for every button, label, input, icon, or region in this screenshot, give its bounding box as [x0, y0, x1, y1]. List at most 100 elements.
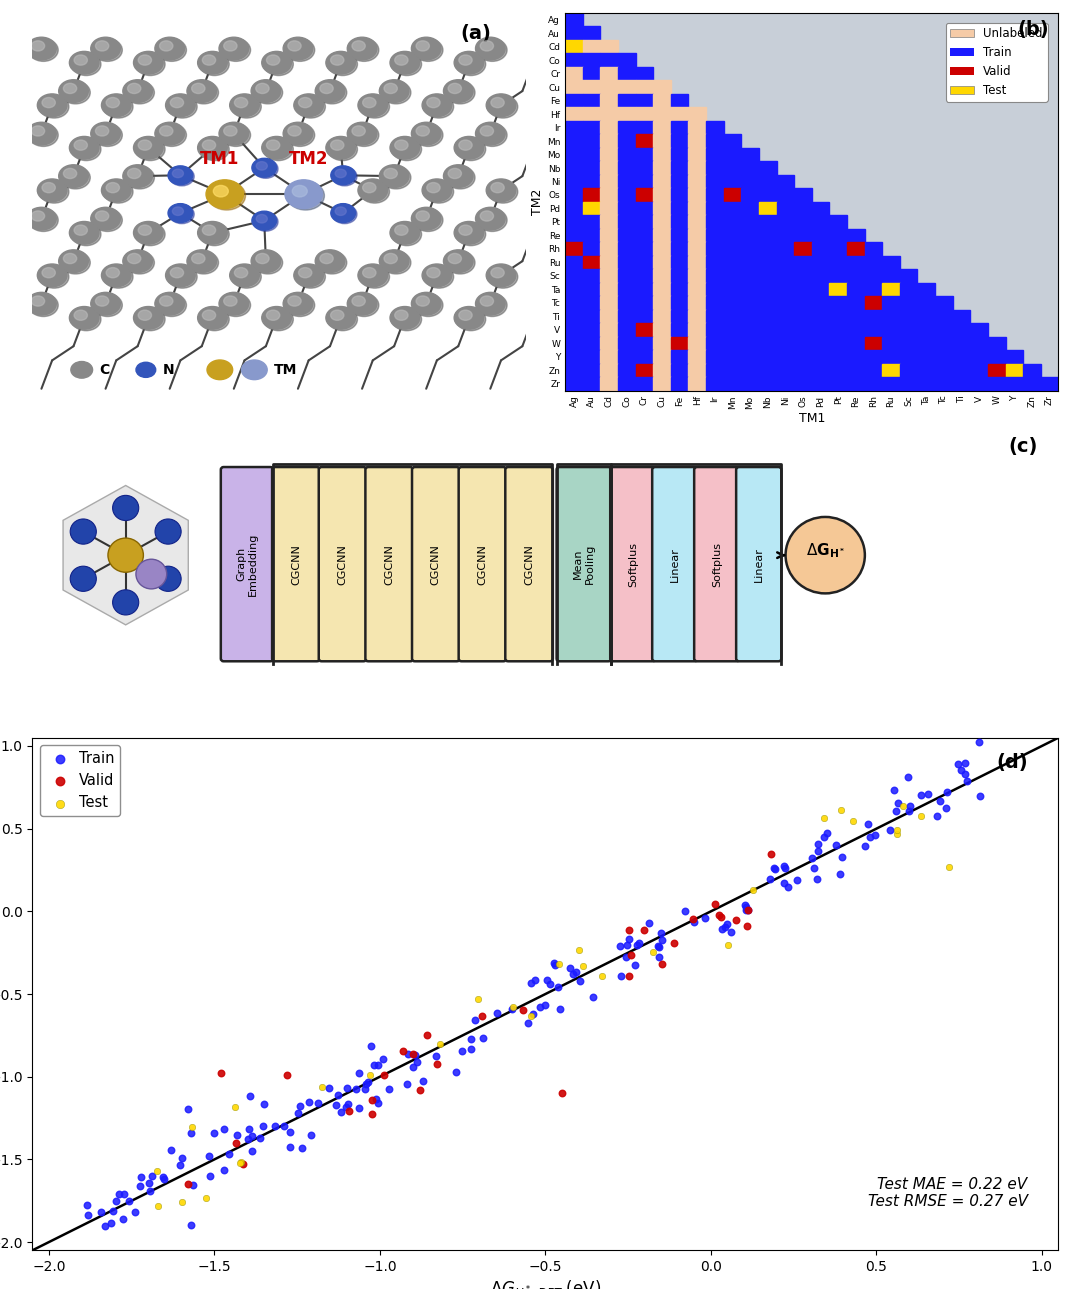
Bar [653, 188, 671, 202]
Bar [865, 336, 882, 351]
Bar [671, 378, 688, 391]
Circle shape [414, 124, 443, 147]
Circle shape [298, 98, 312, 108]
Bar [847, 228, 865, 242]
Circle shape [352, 296, 365, 307]
Bar [741, 296, 759, 309]
Bar [671, 351, 688, 363]
Circle shape [348, 37, 377, 59]
Bar [741, 282, 759, 296]
Bar [724, 134, 741, 148]
Train [971, 732, 988, 753]
Bar [653, 215, 671, 228]
Train [348, 1078, 365, 1098]
Train [809, 834, 826, 855]
Bar [583, 309, 600, 324]
Circle shape [198, 52, 227, 73]
Bar [583, 107, 600, 121]
Bar [935, 336, 953, 351]
Train [631, 933, 648, 954]
Train [338, 1078, 355, 1098]
Train [618, 935, 635, 955]
Bar [653, 282, 671, 296]
Circle shape [333, 205, 357, 224]
Circle shape [39, 95, 69, 119]
Text: (c): (c) [1009, 437, 1038, 456]
Test [570, 940, 588, 960]
Bar [724, 296, 741, 309]
Circle shape [481, 41, 494, 52]
Circle shape [171, 98, 184, 108]
Bar [583, 296, 600, 309]
Train [818, 822, 835, 843]
Bar [653, 378, 671, 391]
Bar [812, 324, 829, 336]
Circle shape [219, 122, 248, 144]
Train [220, 1143, 238, 1164]
Train [141, 1181, 159, 1201]
Circle shape [283, 122, 313, 144]
Bar [759, 324, 777, 336]
Circle shape [165, 264, 195, 286]
Bar [618, 215, 636, 228]
Valid [405, 1044, 422, 1065]
Circle shape [135, 308, 165, 331]
Train [380, 1079, 397, 1100]
Circle shape [60, 81, 91, 104]
Valid [474, 1005, 491, 1026]
Train [292, 1096, 309, 1116]
Train [650, 947, 667, 968]
Circle shape [71, 223, 100, 246]
Circle shape [416, 126, 430, 137]
Bar [953, 309, 970, 324]
Train [242, 1087, 259, 1107]
Circle shape [136, 559, 166, 589]
Bar [759, 161, 777, 175]
Bar [600, 324, 618, 336]
Bar [724, 255, 741, 269]
Bar [724, 363, 741, 378]
Train [105, 1201, 122, 1222]
Train [375, 1049, 392, 1070]
Circle shape [422, 94, 451, 116]
Test [573, 955, 591, 976]
Bar [829, 336, 847, 351]
Circle shape [112, 590, 138, 615]
Bar [741, 228, 759, 242]
Valid [514, 1000, 531, 1021]
Bar [583, 324, 600, 336]
Text: CGCNN: CGCNN [338, 544, 348, 585]
Circle shape [138, 226, 151, 236]
Circle shape [445, 81, 475, 104]
Bar [653, 242, 671, 255]
Text: CGCNN: CGCNN [431, 544, 441, 585]
Bar [706, 148, 724, 161]
Circle shape [75, 311, 87, 320]
Circle shape [58, 250, 89, 272]
Bar [600, 161, 618, 175]
Train [185, 1174, 202, 1195]
Bar [600, 296, 618, 309]
Train [467, 1011, 484, 1031]
Circle shape [224, 41, 237, 52]
Train [162, 1139, 179, 1160]
Bar [618, 53, 636, 67]
Bar [618, 282, 636, 296]
Test [645, 942, 662, 963]
Circle shape [422, 264, 451, 286]
Train [832, 864, 849, 884]
Circle shape [95, 211, 109, 222]
Bar [882, 255, 900, 269]
Train [243, 1141, 260, 1161]
Train [866, 825, 883, 846]
Train [363, 1035, 380, 1056]
Bar [565, 336, 583, 351]
Test [431, 1034, 448, 1054]
Bar [741, 324, 759, 336]
Bar [706, 215, 724, 228]
Bar [618, 269, 636, 282]
Valid [363, 1105, 380, 1125]
Circle shape [448, 169, 461, 179]
Circle shape [261, 307, 292, 329]
Bar [759, 242, 777, 255]
